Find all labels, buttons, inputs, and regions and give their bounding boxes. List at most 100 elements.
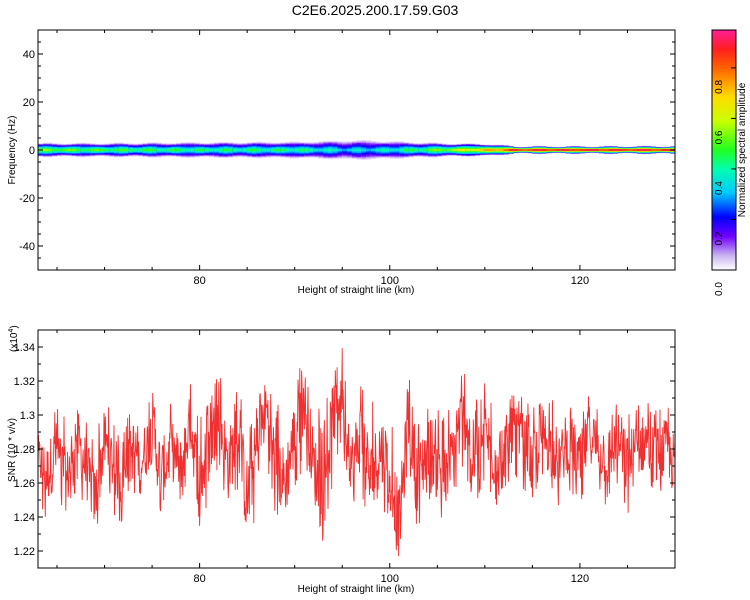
heatmap-cell [180, 149, 186, 151]
heatmap-cell [109, 149, 115, 151]
heatmap-cell [194, 149, 201, 151]
heatmap-cell [361, 149, 367, 151]
x-tick-label: 100 [381, 573, 399, 585]
heatmap-cell [551, 149, 557, 151]
heatmap-cell [518, 149, 524, 151]
colorbar-ticks: 0.0 0.2 0.4 0.6 0.8 [714, 67, 736, 296]
heatmap-cell [337, 149, 343, 151]
colorbar-tick-label: 0.2 [714, 231, 725, 245]
snr-y-axis-label: SNR (10 * v/v) [7, 418, 18, 482]
heatmap-cell [190, 149, 196, 151]
heatmap-cell [99, 149, 106, 151]
snr-panel: 80 100 120 1.22 1.24 1.26 1.28 1.3 1.32 1.34 Heig… [7, 325, 676, 595]
heatmap-cell [261, 149, 267, 151]
heatmap-cell [313, 149, 320, 151]
heatmap-cell [484, 149, 491, 151]
heatmap-cell [166, 149, 172, 151]
colorbar-label: Normalized spectral amplitude [737, 82, 748, 217]
heatmap-cell [641, 149, 648, 151]
heatmap-cell [575, 149, 581, 151]
heatmap-cell [451, 149, 457, 151]
heatmap-cell [532, 149, 538, 151]
heatmap-cell [289, 149, 296, 151]
heatmap-cell [442, 149, 448, 151]
heatmap-cell [223, 149, 229, 151]
heatmap-cell [228, 149, 234, 151]
x-tick-label: 80 [194, 275, 206, 287]
heatmap-cell [598, 149, 605, 151]
heatmap-cell [427, 149, 434, 151]
heatmap-cell [204, 149, 210, 151]
heatmap-cell [161, 149, 167, 151]
heatmap-cell [565, 149, 572, 151]
spectrogram-heatmap [38, 140, 675, 160]
heatmap-cell [318, 149, 324, 151]
heatmap-cell [527, 149, 533, 151]
snr-ticks: 80 100 120 1.22 1.24 1.26 1.28 1.3 1.32 1.34 [14, 329, 676, 585]
heatmap-cell [332, 149, 339, 151]
heatmap-cell [308, 149, 315, 151]
colorbar-tick-label: 0.0 [714, 282, 725, 296]
heatmap-cell [137, 149, 144, 151]
heatmap-cell [389, 149, 396, 151]
y-tick-label: 40 [23, 49, 35, 61]
heatmap-cell [133, 149, 139, 151]
heatmap-cell [380, 149, 386, 151]
heatmap-cell [499, 149, 505, 151]
heatmap-cell [152, 149, 158, 151]
heatmap-cell [57, 149, 63, 151]
heatmap-cell [613, 149, 619, 151]
heatmap-cell [346, 149, 353, 151]
y-tick-label: 1.34 [14, 342, 35, 354]
heatmap-cell [632, 149, 638, 151]
heatmap-cell [185, 149, 191, 151]
heatmap-cell [660, 149, 667, 151]
heatmap-cell [622, 149, 629, 151]
heatmap-cell [541, 149, 548, 151]
heatmap-cell [446, 149, 453, 151]
spectrogram-ticks: 80 100 120 -40 -20 0 20 40 [19, 30, 676, 287]
heatmap-cell [480, 149, 486, 151]
snr-multiplier-base: (x104) [8, 325, 20, 352]
heatmap-cell [456, 149, 462, 151]
heatmap-cell [323, 149, 329, 151]
heatmap-cell [47, 149, 53, 151]
x-tick-label: 120 [571, 573, 589, 585]
heatmap-cell [213, 149, 220, 151]
heatmap-cell [546, 149, 553, 151]
heatmap-cell [617, 149, 624, 151]
heatmap-cell [627, 149, 633, 151]
heatmap-cell [237, 149, 244, 151]
heatmap-cell [356, 149, 362, 151]
y-tick-label: 0 [29, 145, 35, 157]
heatmap-cell [570, 149, 576, 151]
heatmap-cell [418, 149, 424, 151]
heatmap-cell [142, 149, 148, 151]
heatmap-cell [90, 149, 96, 151]
spectrogram-panel: 80 100 120 -40 -20 0 20 40 Height of straight l… [7, 29, 676, 296]
heatmap-cell [465, 149, 472, 151]
heatmap-cell [52, 149, 58, 151]
heatmap-cell [665, 149, 671, 151]
heatmap-cell [42, 149, 49, 151]
heatmap-cell [603, 149, 610, 151]
heatmap-cell [80, 149, 87, 151]
heatmap-cell [651, 149, 657, 151]
heatmap-cell [218, 149, 224, 151]
heatmap-cell [589, 149, 595, 151]
heatmap-cell [242, 149, 248, 151]
heatmap-cell [461, 149, 467, 151]
heatmap-cell [327, 149, 334, 151]
heatmap-cell [118, 149, 125, 151]
heatmap-cell [270, 149, 277, 151]
heatmap-cell [394, 149, 400, 151]
heatmap-cell [61, 149, 68, 151]
heatmap-cell [503, 149, 510, 151]
heatmap-cell [266, 149, 272, 151]
heatmap-cell [104, 149, 110, 151]
heatmap-cell [199, 149, 205, 151]
colorbar-tick-label: 0.8 [714, 80, 725, 94]
heatmap-cell [66, 149, 72, 151]
heatmap-cell [128, 149, 134, 151]
